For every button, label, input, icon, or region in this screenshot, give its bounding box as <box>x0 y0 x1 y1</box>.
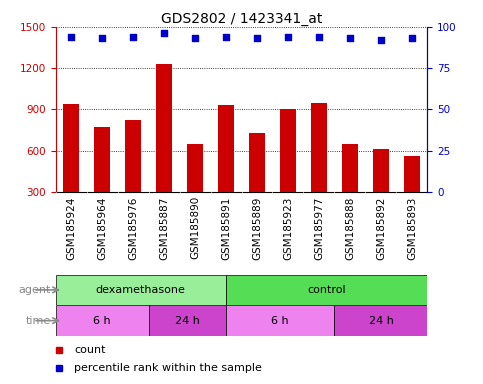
Point <box>160 30 168 36</box>
Point <box>67 34 75 40</box>
Bar <box>280 109 296 233</box>
Text: dexamethasone: dexamethasone <box>96 285 185 295</box>
Text: GSM185893: GSM185893 <box>407 196 417 260</box>
Bar <box>56 275 226 305</box>
Bar <box>334 305 427 336</box>
Text: agent: agent <box>18 285 51 295</box>
Bar <box>373 149 389 233</box>
Text: GSM185964: GSM185964 <box>97 196 107 260</box>
Bar <box>226 275 427 305</box>
Text: GSM185890: GSM185890 <box>190 196 200 259</box>
Bar <box>149 305 226 336</box>
Bar <box>342 144 358 233</box>
Bar <box>404 156 420 233</box>
Text: GSM185923: GSM185923 <box>283 196 293 260</box>
Bar <box>311 103 327 233</box>
Text: time: time <box>26 316 51 326</box>
Bar <box>218 105 234 233</box>
Text: GSM185887: GSM185887 <box>159 196 169 260</box>
Text: GSM185924: GSM185924 <box>66 196 76 260</box>
Text: count: count <box>74 345 106 355</box>
Point <box>346 35 354 41</box>
Point <box>129 34 137 40</box>
Text: GSM185889: GSM185889 <box>252 196 262 260</box>
Bar <box>156 64 172 233</box>
Bar <box>187 144 203 233</box>
Text: 6 h: 6 h <box>271 316 289 326</box>
Text: GSM185888: GSM185888 <box>345 196 355 260</box>
Point <box>98 35 106 41</box>
Text: GDS2802 / 1423341_at: GDS2802 / 1423341_at <box>161 12 322 25</box>
Bar <box>56 305 149 336</box>
Bar <box>63 104 79 233</box>
Text: GSM185892: GSM185892 <box>376 196 386 260</box>
Point <box>315 34 323 40</box>
Bar <box>94 127 110 233</box>
Point <box>377 37 385 43</box>
Point <box>253 35 261 41</box>
Point <box>222 34 230 40</box>
Text: 24 h: 24 h <box>369 316 394 326</box>
Text: 6 h: 6 h <box>93 316 111 326</box>
Bar <box>249 133 265 233</box>
Text: 24 h: 24 h <box>175 316 199 326</box>
Bar <box>226 305 334 336</box>
Point <box>408 35 416 41</box>
Text: percentile rank within the sample: percentile rank within the sample <box>74 363 262 373</box>
Text: GSM185977: GSM185977 <box>314 196 324 260</box>
Text: GSM185976: GSM185976 <box>128 196 138 260</box>
Point <box>284 34 292 40</box>
Bar <box>125 121 141 233</box>
Text: control: control <box>307 285 346 295</box>
Point <box>191 35 199 41</box>
Text: GSM185891: GSM185891 <box>221 196 231 260</box>
